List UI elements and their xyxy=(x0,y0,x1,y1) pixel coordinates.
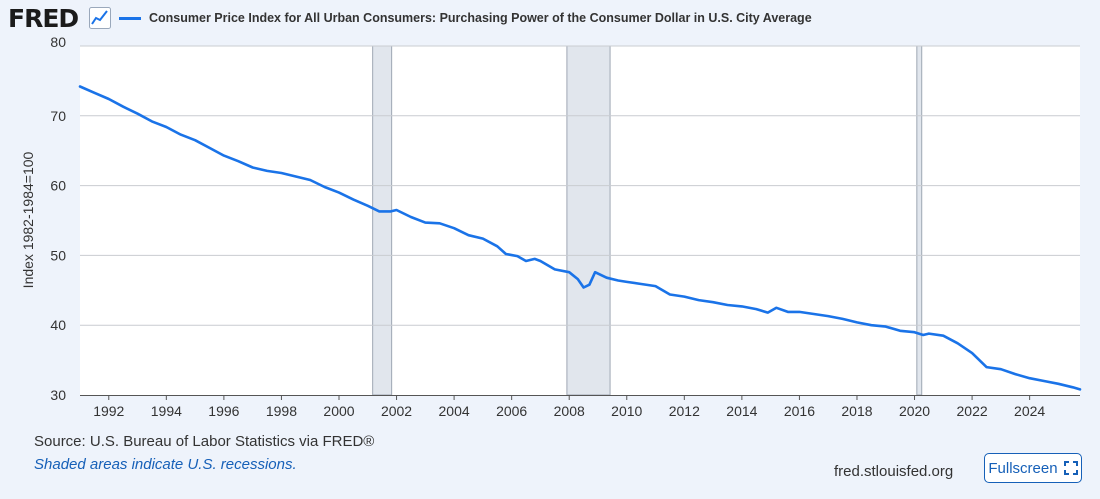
fullscreen-icon xyxy=(1063,461,1078,475)
recession-band-1 xyxy=(566,45,611,396)
source-note: Source: U.S. Bureau of Labor Statistics … xyxy=(34,433,375,450)
x-tick-label-1992: 1992 xyxy=(93,403,124,419)
y-tick-label-50: 50 xyxy=(50,247,66,263)
fullscreen-button[interactable]: Fullscreen xyxy=(984,453,1082,483)
x-tick-label-2010: 2010 xyxy=(611,403,642,419)
x-tick-label-2020: 2020 xyxy=(899,403,930,419)
x-tick-label-2008: 2008 xyxy=(554,403,585,419)
chart-title: Consumer Price Index for All Urban Consu… xyxy=(149,11,812,25)
chart-trend-icon xyxy=(89,7,111,29)
x-tick-label-2006: 2006 xyxy=(496,403,527,419)
header: FRED Consumer Price Index for All Urban … xyxy=(0,0,1100,36)
series-line-0 xyxy=(78,85,1082,391)
y-tick-label-70: 70 xyxy=(50,108,66,124)
x-tick-label-1994: 1994 xyxy=(151,403,182,419)
legend-line-swatch xyxy=(119,17,141,20)
x-tick-label-2022: 2022 xyxy=(957,403,988,419)
x-tick-label-2016: 2016 xyxy=(784,403,815,419)
x-tick-label-2014: 2014 xyxy=(726,403,757,419)
x-tick-label-2004: 2004 xyxy=(439,403,470,419)
y-tick-label-80: 80 xyxy=(50,34,66,50)
y-tick-label-40: 40 xyxy=(50,317,66,333)
y-tick-label-30: 30 xyxy=(50,387,66,403)
fullscreen-label: Fullscreen xyxy=(988,459,1058,477)
site-link[interactable]: fred.stlouisfed.org xyxy=(834,463,954,480)
x-tick-label-2000: 2000 xyxy=(323,403,354,419)
y-axis-label: Index 1982-1984=100 xyxy=(20,151,36,289)
fred-logo[interactable]: FRED xyxy=(8,4,79,33)
recession-band-0 xyxy=(372,45,393,396)
x-tick-label-2018: 2018 xyxy=(841,403,872,419)
recession-band-2 xyxy=(916,45,923,396)
x-tick-label-2024: 2024 xyxy=(1014,403,1045,419)
x-tick-label-1998: 1998 xyxy=(266,403,297,419)
recession-note: Shaded areas indicate U.S. recessions. xyxy=(34,456,297,473)
x-tick-label-2012: 2012 xyxy=(669,403,700,419)
y-tick-label-60: 60 xyxy=(50,178,66,194)
x-tick-label-2002: 2002 xyxy=(381,403,412,419)
chart-area: 30 40 50 60 70 80 1992 1994 1996 1998 2000 2002 200… xyxy=(50,34,1082,419)
x-tick-label-1996: 1996 xyxy=(208,403,239,419)
